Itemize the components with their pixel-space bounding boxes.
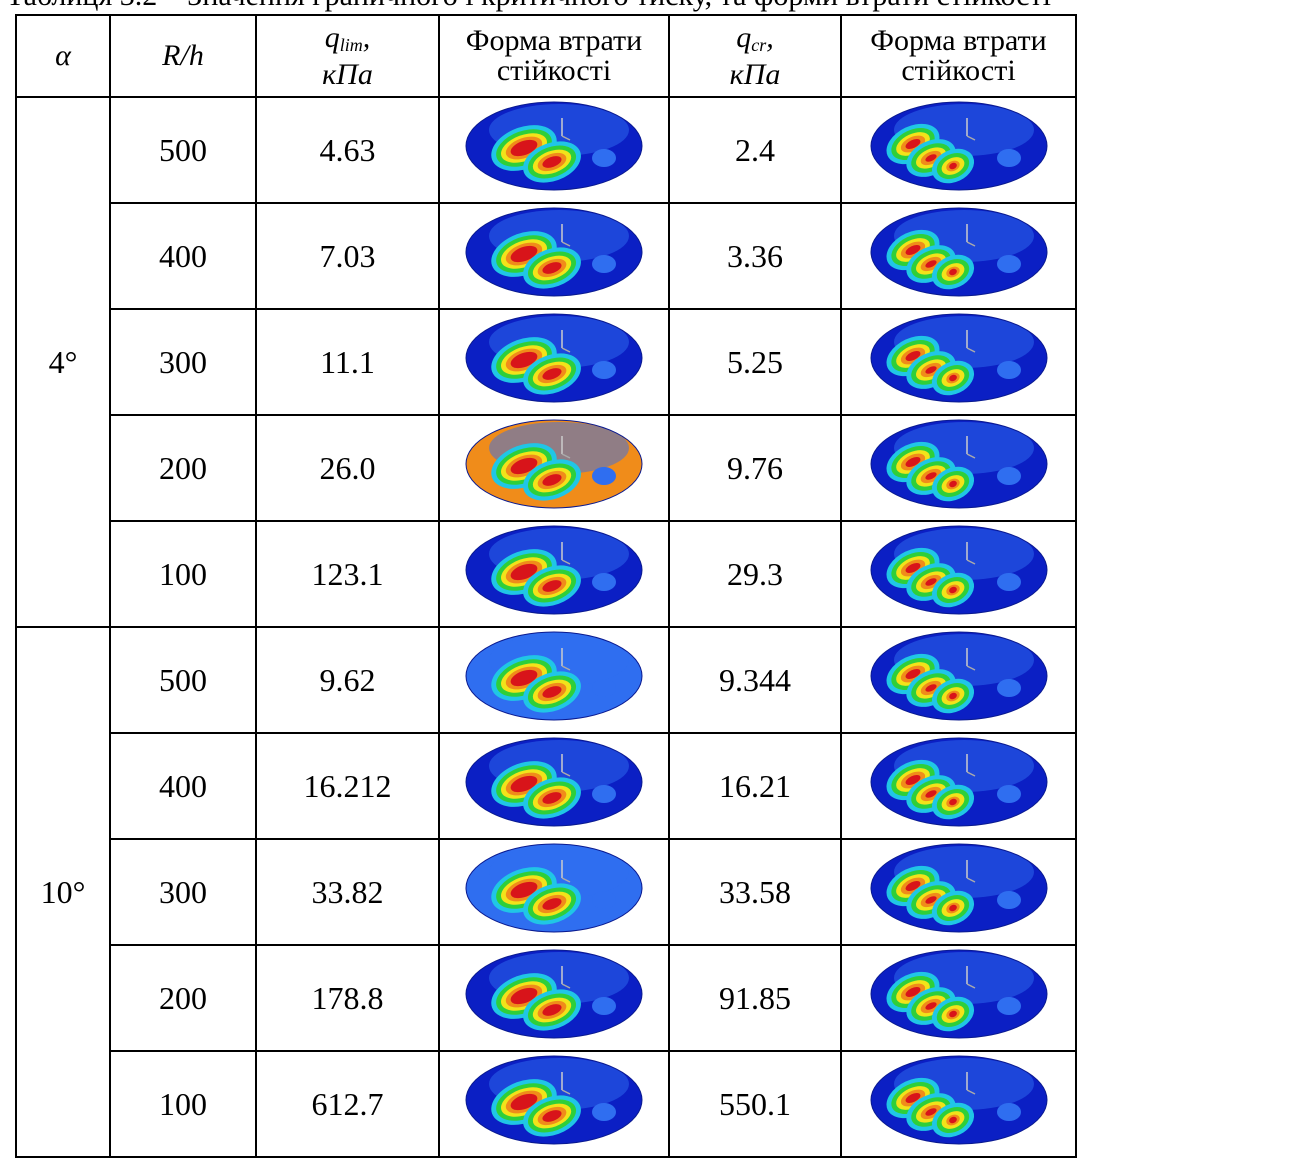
- buckling-mode-image: [464, 524, 644, 616]
- qlim-cell: 11.1: [255, 308, 440, 416]
- table-body: 4° 500 4.63 2.4 400 7.03 3: [15, 96, 1077, 1158]
- table-row: 100 123.1 29.3: [16, 520, 1077, 628]
- form-cr-cell: [840, 732, 1077, 840]
- table-row: 10° 500 9.62 9.344: [15, 626, 1077, 1158]
- form-lim-cell: [438, 944, 670, 1052]
- qcr-cell: 33.58: [668, 838, 842, 946]
- form-lim-cell: [438, 202, 670, 310]
- buckling-mode-image: [869, 842, 1049, 934]
- header-qcr: qcr, кПа: [668, 14, 842, 98]
- header-form-cr: Форма втрати стійкості: [840, 14, 1077, 98]
- buckling-mode-image: [869, 948, 1049, 1040]
- alpha-cell: 10°: [15, 626, 111, 1158]
- qcr-cell: 5.25: [668, 308, 842, 416]
- form-lim-cell: [438, 838, 670, 946]
- buckling-mode-image: [869, 630, 1049, 722]
- buckling-mode-image: [464, 100, 644, 192]
- form-lim-cell: [438, 520, 670, 628]
- header-rh: R/h: [109, 14, 257, 98]
- table-row: 300 33.82 33.58: [16, 838, 1077, 946]
- rh-cell: 300: [109, 838, 257, 946]
- qlim-cell: 123.1: [255, 520, 440, 628]
- form-lim-cell: [438, 96, 670, 204]
- form-cr-cell: [840, 1050, 1077, 1158]
- table-row: 200 26.0 9.76: [16, 414, 1077, 522]
- buckling-mode-image: [464, 1054, 644, 1146]
- table-caption: Таблиця 3.2 – Значення граничного і крит…: [6, 0, 1051, 13]
- qcr-cell: 3.36: [668, 202, 842, 310]
- form-lim-cell: [438, 732, 670, 840]
- results-table: α R/h qlim, кПа Форма втрати стійкості q…: [15, 14, 1077, 1158]
- qlim-cell: 612.7: [255, 1050, 440, 1158]
- buckling-mode-image: [869, 736, 1049, 828]
- qlim-cell: 178.8: [255, 944, 440, 1052]
- form-cr-cell: [840, 944, 1077, 1052]
- form-cr-cell: [840, 96, 1077, 204]
- header-alpha: α: [15, 14, 111, 98]
- rh-cell: 300: [109, 308, 257, 416]
- rh-cell: 100: [109, 520, 257, 628]
- qlim-cell: 33.82: [255, 838, 440, 946]
- buckling-mode-image: [869, 206, 1049, 298]
- buckling-mode-image: [464, 948, 644, 1040]
- qcr-cell: 91.85: [668, 944, 842, 1052]
- buckling-mode-image: [464, 418, 644, 510]
- rh-cell: 400: [109, 732, 257, 840]
- buckling-mode-image: [869, 524, 1049, 616]
- form-lim-cell: [438, 1050, 670, 1158]
- table-row: 300 11.1 5.25: [16, 308, 1077, 416]
- form-lim-cell: [438, 414, 670, 522]
- form-cr-cell: [840, 414, 1077, 522]
- form-cr-cell: [840, 520, 1077, 628]
- buckling-mode-image: [464, 312, 644, 404]
- header-row: α R/h qlim, кПа Форма втрати стійкості q…: [15, 14, 1077, 98]
- buckling-mode-image: [869, 1054, 1049, 1146]
- rh-cell: 200: [109, 414, 257, 522]
- buckling-mode-image: [869, 100, 1049, 192]
- rh-cell: 400: [109, 202, 257, 310]
- rh-cell: 500: [109, 96, 257, 204]
- qcr-cell: 550.1: [668, 1050, 842, 1158]
- form-cr-cell: [840, 202, 1077, 310]
- table-row: 4° 500 4.63 2.4: [15, 96, 1077, 628]
- qlim-cell: 16.212: [255, 732, 440, 840]
- header-qlim: qlim, кПа: [255, 14, 440, 98]
- form-lim-cell: [438, 626, 670, 734]
- caption-clip: Таблиця 3.2 – Значення граничного і крит…: [0, 0, 1290, 14]
- buckling-mode-image: [464, 630, 644, 722]
- alpha-cell: 4°: [15, 96, 111, 628]
- header-form-lim: Форма втрати стійкості: [438, 14, 670, 98]
- table-row: 100 612.7 550.1: [16, 1050, 1077, 1158]
- table-row: 200 178.8 91.85: [16, 944, 1077, 1052]
- qlim-cell: 9.62: [255, 626, 440, 734]
- buckling-mode-image: [869, 312, 1049, 404]
- qcr-cell: 9.76: [668, 414, 842, 522]
- form-lim-cell: [438, 308, 670, 416]
- rh-cell: 500: [109, 626, 257, 734]
- form-cr-cell: [840, 626, 1077, 734]
- qcr-cell: 16.21: [668, 732, 842, 840]
- qlim-cell: 7.03: [255, 202, 440, 310]
- qcr-cell: 9.344: [668, 626, 842, 734]
- qlim-cell: 26.0: [255, 414, 440, 522]
- buckling-mode-image: [464, 206, 644, 298]
- form-cr-cell: [840, 838, 1077, 946]
- buckling-mode-image: [464, 736, 644, 828]
- buckling-mode-image: [869, 418, 1049, 510]
- buckling-mode-image: [464, 842, 644, 934]
- qcr-cell: 29.3: [668, 520, 842, 628]
- table-row: 400 7.03 3.36: [16, 202, 1077, 310]
- table-row: 400 16.212 16.21: [16, 732, 1077, 840]
- qlim-cell: 4.63: [255, 96, 440, 204]
- form-cr-cell: [840, 308, 1077, 416]
- rh-cell: 200: [109, 944, 257, 1052]
- rh-cell: 100: [109, 1050, 257, 1158]
- qcr-cell: 2.4: [668, 96, 842, 204]
